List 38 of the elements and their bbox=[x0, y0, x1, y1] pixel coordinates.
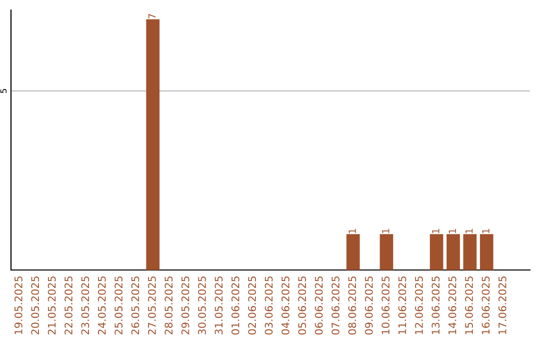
x-tick-label: 29.05.2025 bbox=[181, 276, 190, 334]
x-tick-label: 01.06.2025 bbox=[231, 276, 240, 335]
data-label: 1 bbox=[382, 228, 390, 234]
x-tick-label: 13.06.2025 bbox=[432, 276, 440, 334]
x-tick-label: 24.05.2025 bbox=[98, 276, 106, 334]
x-tick-label: 20.05.2025 bbox=[31, 276, 40, 334]
x-tick-label: 10.06.2025 bbox=[382, 276, 390, 334]
data-label: 1 bbox=[432, 228, 440, 234]
x-tick-label: 02.06.2025 bbox=[248, 276, 256, 335]
x-tick-label: 08.06.2025 bbox=[348, 276, 356, 335]
x-tick-label: 15.06.2025 bbox=[465, 276, 473, 334]
x-tick-label: 07.06.2025 bbox=[332, 276, 340, 335]
x-tick-label: 19.05.2025 bbox=[14, 276, 22, 334]
x-tick-label: 28.05.2025 bbox=[164, 276, 173, 334]
y-tick-label: 5 bbox=[0, 89, 7, 93]
data-label: 1 bbox=[448, 228, 456, 234]
data-label: 1 bbox=[482, 228, 490, 234]
x-tick-label: 12.06.2025 bbox=[415, 276, 423, 334]
x-tick-label: 21.05.2025 bbox=[48, 276, 56, 334]
x-tick-label: 25.05.2025 bbox=[114, 276, 122, 334]
x-tick-label: 17.06.2025 bbox=[498, 276, 506, 334]
x-tick-label: 16.06.2025 bbox=[482, 276, 490, 334]
x-tick-label: 03.06.2025 bbox=[264, 276, 273, 335]
data-label: 7 bbox=[148, 14, 156, 19]
x-tick-label: 26.05.2025 bbox=[131, 276, 140, 334]
x-tick-label: 05.06.2025 bbox=[298, 276, 306, 335]
x-tick-label: 27.05.2025 bbox=[148, 276, 156, 334]
x-tick-label: 06.06.2025 bbox=[314, 276, 323, 335]
x-tick-label: 23.05.2025 bbox=[81, 276, 90, 334]
x-tick-label: 14.06.2025 bbox=[448, 276, 456, 334]
x-tick-label: 11.06.2025 bbox=[398, 276, 406, 334]
data-label: 1 bbox=[466, 228, 473, 234]
x-tick-label: 04.06.2025 bbox=[281, 276, 290, 335]
x-tick-label: 22.05.2025 bbox=[64, 276, 72, 334]
x-tick-label: 09.06.2025 bbox=[364, 276, 373, 335]
x-tick-label: 31.05.2025 bbox=[214, 276, 223, 334]
x-tick-label: 30.05.2025 bbox=[198, 276, 206, 334]
data-label: 1 bbox=[348, 228, 356, 234]
